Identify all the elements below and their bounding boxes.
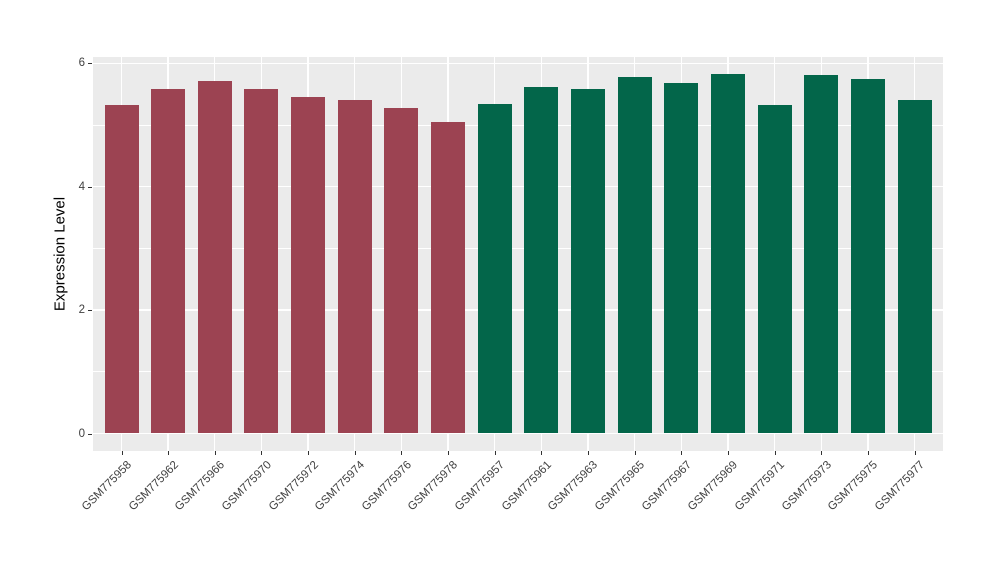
bar-GSM775958: [104, 104, 139, 434]
x-tick-mark: [214, 451, 216, 455]
bar-GSM775969: [710, 74, 745, 434]
y-axis-title: Expression Level: [51, 196, 69, 312]
x-tick-label-GSM775958: GSM775958: [79, 459, 134, 514]
x-tick-mark: [541, 451, 543, 455]
x-tick-mark: [774, 451, 776, 455]
gridline-major: [93, 186, 943, 188]
bar-GSM775961: [524, 87, 559, 434]
bar-GSM775962: [151, 88, 186, 434]
gridline-minor: [93, 371, 943, 373]
y-tick-mark: [88, 186, 92, 188]
x-tick-label-GSM775965: GSM775965: [592, 459, 648, 514]
bar-GSM775974: [337, 100, 372, 434]
y-tick-mark: [88, 63, 92, 65]
x-tick-mark: [681, 451, 683, 455]
y-tick-label: 6: [78, 57, 85, 70]
bar-GSM775963: [571, 89, 605, 434]
bar-GSM775972: [291, 97, 326, 434]
x-tick-mark: [261, 451, 263, 455]
x-tick-mark: [867, 451, 869, 455]
bar-GSM775957: [477, 104, 512, 434]
x-tick-mark: [121, 451, 123, 455]
y-tick-mark: [88, 310, 92, 312]
x-tick-label-GSM775970: GSM775970: [219, 459, 274, 514]
y-tick-label: 0: [78, 427, 85, 440]
x-tick-mark: [821, 451, 823, 455]
x-tick-label-GSM775971: GSM775971: [732, 459, 788, 514]
bar-GSM775976: [384, 108, 419, 434]
x-tick-mark: [354, 451, 356, 455]
x-tick-mark: [308, 451, 310, 455]
x-tick-mark: [448, 451, 450, 455]
x-tick-mark: [634, 451, 636, 455]
gridline-major: [93, 62, 943, 64]
gridline-major: [93, 309, 943, 311]
bar-GSM775973: [804, 75, 839, 434]
y-tick-label: 4: [78, 180, 85, 193]
x-tick-mark: [401, 451, 403, 455]
bar-GSM775975: [850, 78, 885, 434]
y-tick-label: 2: [78, 304, 85, 317]
bar-GSM775967: [664, 83, 699, 434]
x-tick-mark: [494, 451, 496, 455]
bar-GSM775978: [431, 121, 466, 434]
bar-GSM775970: [244, 89, 279, 434]
x-tick-mark: [914, 451, 916, 455]
gridline-major: [93, 432, 943, 435]
x-tick-mark: [168, 451, 170, 455]
bar-GSM775966: [197, 80, 232, 434]
y-tick-mark: [88, 433, 92, 435]
plot-panel: [93, 57, 943, 451]
x-tick-label-GSM775957: GSM775957: [453, 459, 508, 514]
bar-GSM775971: [757, 104, 792, 434]
x-tick-label-GSM775977: GSM775977: [872, 459, 928, 514]
gridline-minor: [93, 124, 943, 126]
x-tick-mark: [727, 451, 729, 455]
x-tick-mark: [588, 451, 589, 455]
gridline-minor: [93, 248, 943, 249]
bar-GSM775965: [617, 77, 652, 434]
bar-GSM775977: [897, 99, 932, 434]
